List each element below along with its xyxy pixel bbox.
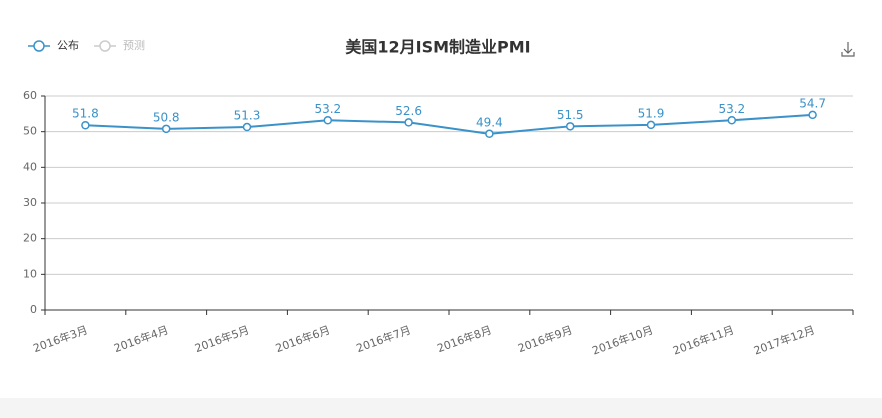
legend-item[interactable]: 公布	[28, 39, 79, 52]
point	[404, 118, 413, 127]
data-label: 51.5	[557, 108, 584, 122]
point	[161, 124, 171, 134]
footer-strip	[0, 398, 882, 418]
series-line	[85, 113, 813, 135]
x-tick-label: 2016年8月	[435, 322, 493, 355]
point	[646, 120, 656, 130]
point	[808, 110, 817, 120]
y-tick-label: 60	[23, 89, 37, 102]
x-tick-label: 2016年6月	[274, 322, 332, 355]
x-tick-label: 2016年4月	[112, 322, 170, 355]
point	[323, 116, 333, 125]
x-tick-label: 2016年3月	[31, 322, 89, 355]
y-tick-label: 40	[23, 160, 37, 173]
x-tick-label: 2016年9月	[516, 322, 574, 355]
y-tick-label: 10	[23, 267, 37, 280]
legend-label: 预测	[123, 39, 145, 52]
data-label: 50.8	[153, 110, 180, 124]
legend-marker	[33, 40, 45, 52]
point	[565, 122, 575, 131]
legend-label: 公布	[57, 39, 79, 52]
data-label: 53.2	[718, 102, 745, 116]
x-tick-label: 2016年10月	[590, 322, 655, 357]
point	[727, 116, 737, 125]
data-label: 53.2	[314, 102, 341, 116]
chart-title: 美国12月ISM制造业PMI	[345, 38, 530, 57]
x-tick-label: 2016年11月	[671, 322, 736, 357]
data-label: 51.3	[234, 109, 261, 123]
data-label: 51.9	[638, 106, 665, 120]
y-tick-label: 0	[30, 303, 37, 316]
download-icon[interactable]	[841, 42, 855, 57]
x-tick-label: 2017年12月	[752, 322, 817, 357]
y-tick-label: 20	[23, 232, 37, 245]
y-tick-label: 50	[23, 125, 37, 138]
y-tick-label: 30	[23, 196, 37, 209]
data-label: 49.4	[476, 115, 503, 129]
legend-item[interactable]: 预测	[94, 39, 145, 52]
point	[242, 122, 252, 132]
data-label: 54.7	[799, 96, 826, 110]
data-label: 51.8	[72, 107, 99, 121]
x-tick-label: 2016年5月	[193, 322, 251, 355]
point	[485, 129, 494, 139]
data-label: 52.6	[395, 104, 422, 118]
x-tick-label: 2016年7月	[354, 322, 412, 355]
point	[81, 120, 90, 130]
legend-marker	[99, 40, 111, 52]
